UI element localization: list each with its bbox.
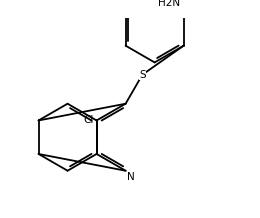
Text: Cl: Cl (83, 116, 94, 126)
Text: H2N: H2N (158, 0, 180, 9)
Text: N: N (127, 172, 134, 182)
Text: S: S (139, 70, 146, 80)
